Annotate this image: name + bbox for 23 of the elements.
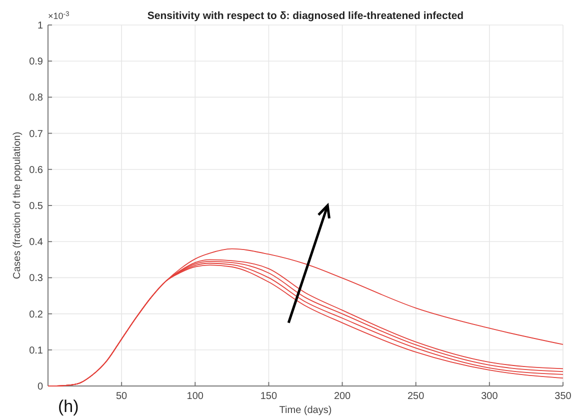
text: (h) <box>58 397 79 416</box>
y-tick-label: 0.6 <box>29 164 44 176</box>
y-tick-label: 0.3 <box>29 273 44 284</box>
x-tick-label: 350 <box>554 391 572 402</box>
chart-title: Sensitivity with respect to δ: diagnosed life-threatened infected <box>147 10 464 22</box>
y-tick-label: 0.2 <box>29 309 44 320</box>
text: ×10$^{-3}$ <box>48 10 70 21</box>
x-tick-label: 250 <box>408 391 425 402</box>
x-tick-label: 100 <box>186 391 204 402</box>
x-tick-label: 200 <box>334 391 352 402</box>
x-tick-label: 50 <box>116 391 128 402</box>
x-axis-title: Time (days) <box>279 405 332 416</box>
y-axis-title: Cases (fraction of the population) <box>12 132 23 280</box>
y-tick-label: 0.4 <box>29 237 44 248</box>
y-tick-label: 0.5 <box>29 201 44 212</box>
y-tick-label: 1 <box>37 20 44 32</box>
y-tick-label: 0 <box>37 382 44 392</box>
y-tick-label: 0.1 <box>29 345 44 356</box>
x-tick-label: 150 <box>260 391 278 402</box>
y-tick-label: 0.7 <box>29 128 44 140</box>
y-tick-label: 0.9 <box>29 56 44 68</box>
x-tick-label: 300 <box>481 391 498 402</box>
y-tick-label: 0.8 <box>29 92 44 104</box>
